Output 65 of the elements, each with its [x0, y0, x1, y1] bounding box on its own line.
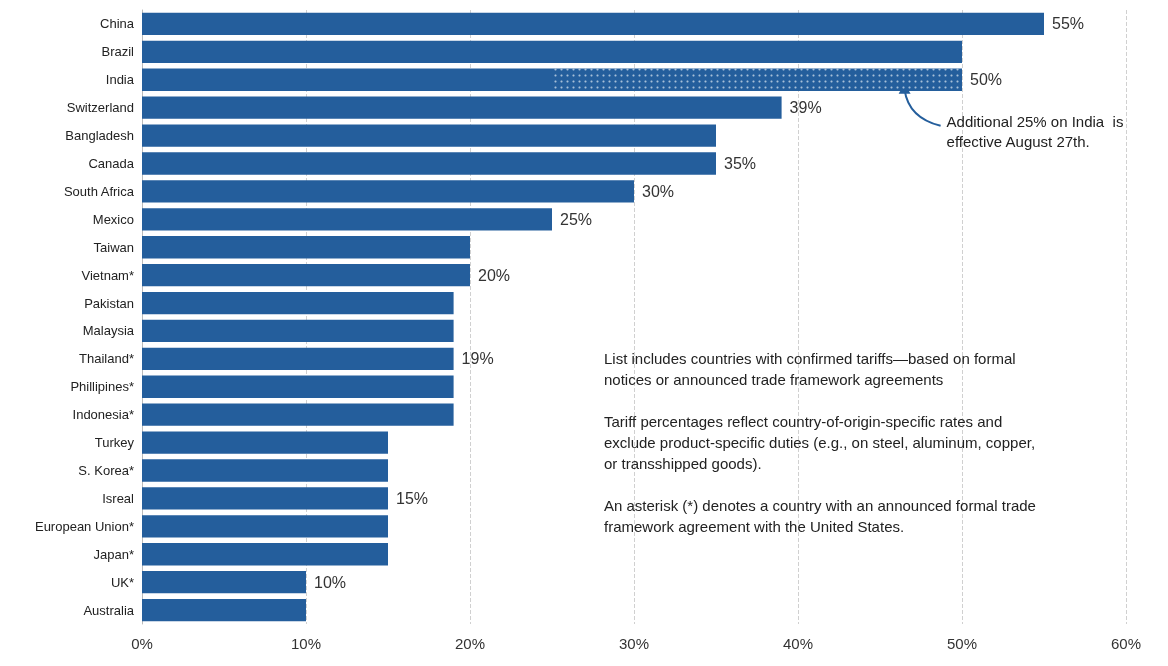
- y-tick-label: Australia: [83, 602, 135, 618]
- bar: [142, 124, 716, 147]
- bar: [142, 515, 388, 538]
- bar: [142, 319, 454, 343]
- bar: [142, 68, 552, 91]
- y-tick-label: Phillipines*: [70, 379, 134, 395]
- bar: [142, 40, 962, 64]
- bar: [142, 291, 454, 315]
- y-tick-label: UK*: [110, 574, 134, 590]
- bar: [142, 598, 306, 622]
- y-tick-label: Turkey: [94, 435, 135, 451]
- y-tick-label: Vietnam*: [81, 267, 134, 283]
- total-label: 39%: [789, 99, 822, 117]
- y-tick-label: Malaysia: [82, 323, 135, 339]
- bar: [142, 263, 470, 287]
- total-label: 50%: [970, 71, 1003, 89]
- x-tick-label: 20%: [454, 635, 486, 652]
- y-tick-label: Taiwan: [93, 239, 134, 255]
- y-tick-label: European Union*: [34, 518, 134, 534]
- y-tick-label: Indonesia*: [72, 407, 134, 423]
- total-label: 35%: [724, 155, 757, 172]
- bar: [142, 347, 454, 371]
- bar: [142, 12, 1044, 36]
- total-label: 15%: [396, 489, 429, 507]
- x-tick-label: 40%: [782, 635, 814, 652]
- bar: [142, 375, 454, 398]
- total-label: 30%: [642, 182, 675, 200]
- x-tick-label: 10%: [290, 635, 322, 652]
- annotation: Tariff percentages reflect country-of-origin-specific rates and exclude product-specific duties (e.g., on steel, aluminum, copper, or transshipped goods).: [604, 413, 1040, 472]
- y-tick-label: India: [105, 72, 135, 88]
- bar: [142, 236, 470, 259]
- annotation: List includes countries with confirmed tariffs—based on formal notices or announced trade framework agreements: [604, 350, 1020, 388]
- annotation: An asterisk (*) denotes a country with an announced formal trade framework agreement with the United States.: [604, 497, 1041, 535]
- bar: [142, 152, 716, 175]
- bar: [142, 487, 388, 510]
- y-tick-label: South Africa: [63, 183, 135, 199]
- y-tick-label: Mexico: [92, 211, 134, 227]
- y-tick-label: Japan*: [93, 546, 134, 562]
- total-label: 10%: [314, 573, 347, 591]
- bar: [142, 543, 388, 566]
- y-tick-label: Canada: [88, 156, 135, 171]
- bar: [142, 96, 782, 119]
- bar: [142, 208, 552, 231]
- x-tick-label: 60%: [1110, 635, 1142, 652]
- y-tick-label: Switzerland: [66, 100, 134, 116]
- y-tick-label: Brazil: [101, 44, 135, 60]
- bar: [142, 459, 388, 482]
- x-tick-label: 30%: [618, 635, 650, 652]
- bar: [142, 570, 306, 594]
- x-tick-label: 50%: [946, 635, 978, 652]
- y-tick-label: Bangladesh: [65, 128, 134, 144]
- bar: [142, 180, 634, 203]
- y-tick-label: Thailand*: [79, 351, 134, 367]
- bar: [142, 431, 388, 454]
- y-tick-label: China: [100, 16, 135, 32]
- total-label: 55%: [1052, 15, 1085, 33]
- y-tick-label: Isreal: [102, 490, 135, 506]
- total-label: 25%: [560, 210, 593, 228]
- total-label: 19%: [461, 350, 494, 368]
- x-tick-label: 0%: [131, 635, 153, 652]
- y-tick-label: Pakistan: [84, 295, 134, 311]
- bar: [142, 403, 454, 426]
- y-tick-label: S. Korea*: [78, 463, 134, 478]
- annotation: Additional 25% on India is effective August 27th.: [946, 113, 1128, 151]
- total-label: 20%: [478, 266, 511, 284]
